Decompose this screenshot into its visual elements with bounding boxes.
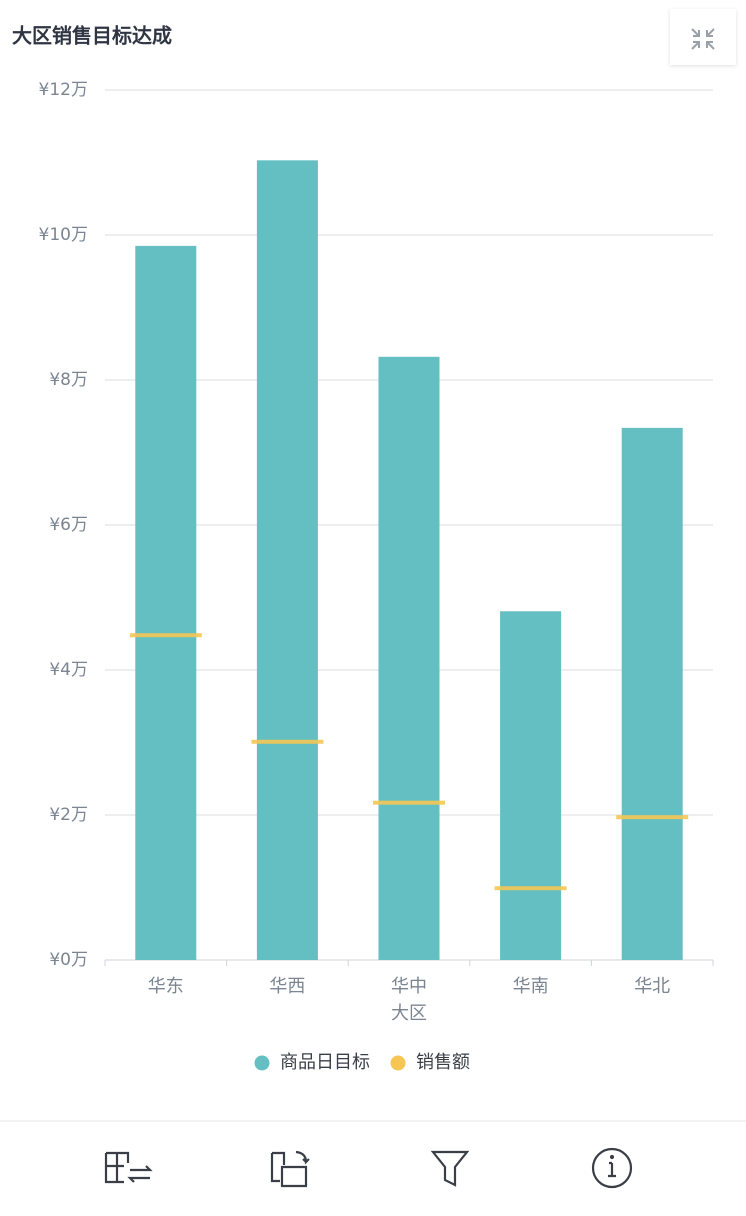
y-tick-label: ¥10万 <box>39 225 88 245</box>
y-tick-label: ¥2万 <box>49 805 88 825</box>
legend-swatch <box>254 1055 270 1071</box>
x-tick-label: 华北 <box>634 976 670 997</box>
legend-label: 商品日目标 <box>280 1052 370 1073</box>
toolbar <box>104 1147 633 1189</box>
x-tick-label: 华南 <box>513 976 549 997</box>
legend-swatch <box>390 1055 406 1071</box>
bar <box>500 611 562 960</box>
y-tick-label: ¥4万 <box>49 660 88 680</box>
target-marker <box>251 739 324 744</box>
collapse-button[interactable] <box>670 9 736 65</box>
x-tick-label: 华中 <box>391 976 427 997</box>
button-bg <box>670 9 736 65</box>
chart-title: 大区销售目标达成 <box>12 24 172 48</box>
target-marker <box>494 886 567 891</box>
target-marker <box>616 815 689 820</box>
y-tick-label: ¥8万 <box>49 370 88 390</box>
swap-axes-button[interactable] <box>104 1151 153 1184</box>
bar <box>621 427 683 961</box>
y-tick-label: ¥12万 <box>39 80 88 100</box>
y-tick-label: ¥0万 <box>49 950 88 970</box>
info-button[interactable] <box>591 1147 633 1189</box>
collapse-icon <box>691 28 715 50</box>
legend-label: 销售额 <box>416 1052 470 1073</box>
bar <box>378 356 440 960</box>
y-tick-label: ¥6万 <box>49 515 88 535</box>
bar <box>135 245 197 960</box>
x-tick-label: 华西 <box>269 976 305 997</box>
x-tick-label: 华东 <box>148 976 184 997</box>
filter-button[interactable] <box>430 1150 470 1187</box>
target-marker <box>129 633 202 638</box>
x-axis-title: 大区 <box>391 1003 427 1024</box>
target-marker <box>373 800 445 805</box>
bar <box>256 160 318 960</box>
rotate-button[interactable] <box>270 1150 310 1188</box>
